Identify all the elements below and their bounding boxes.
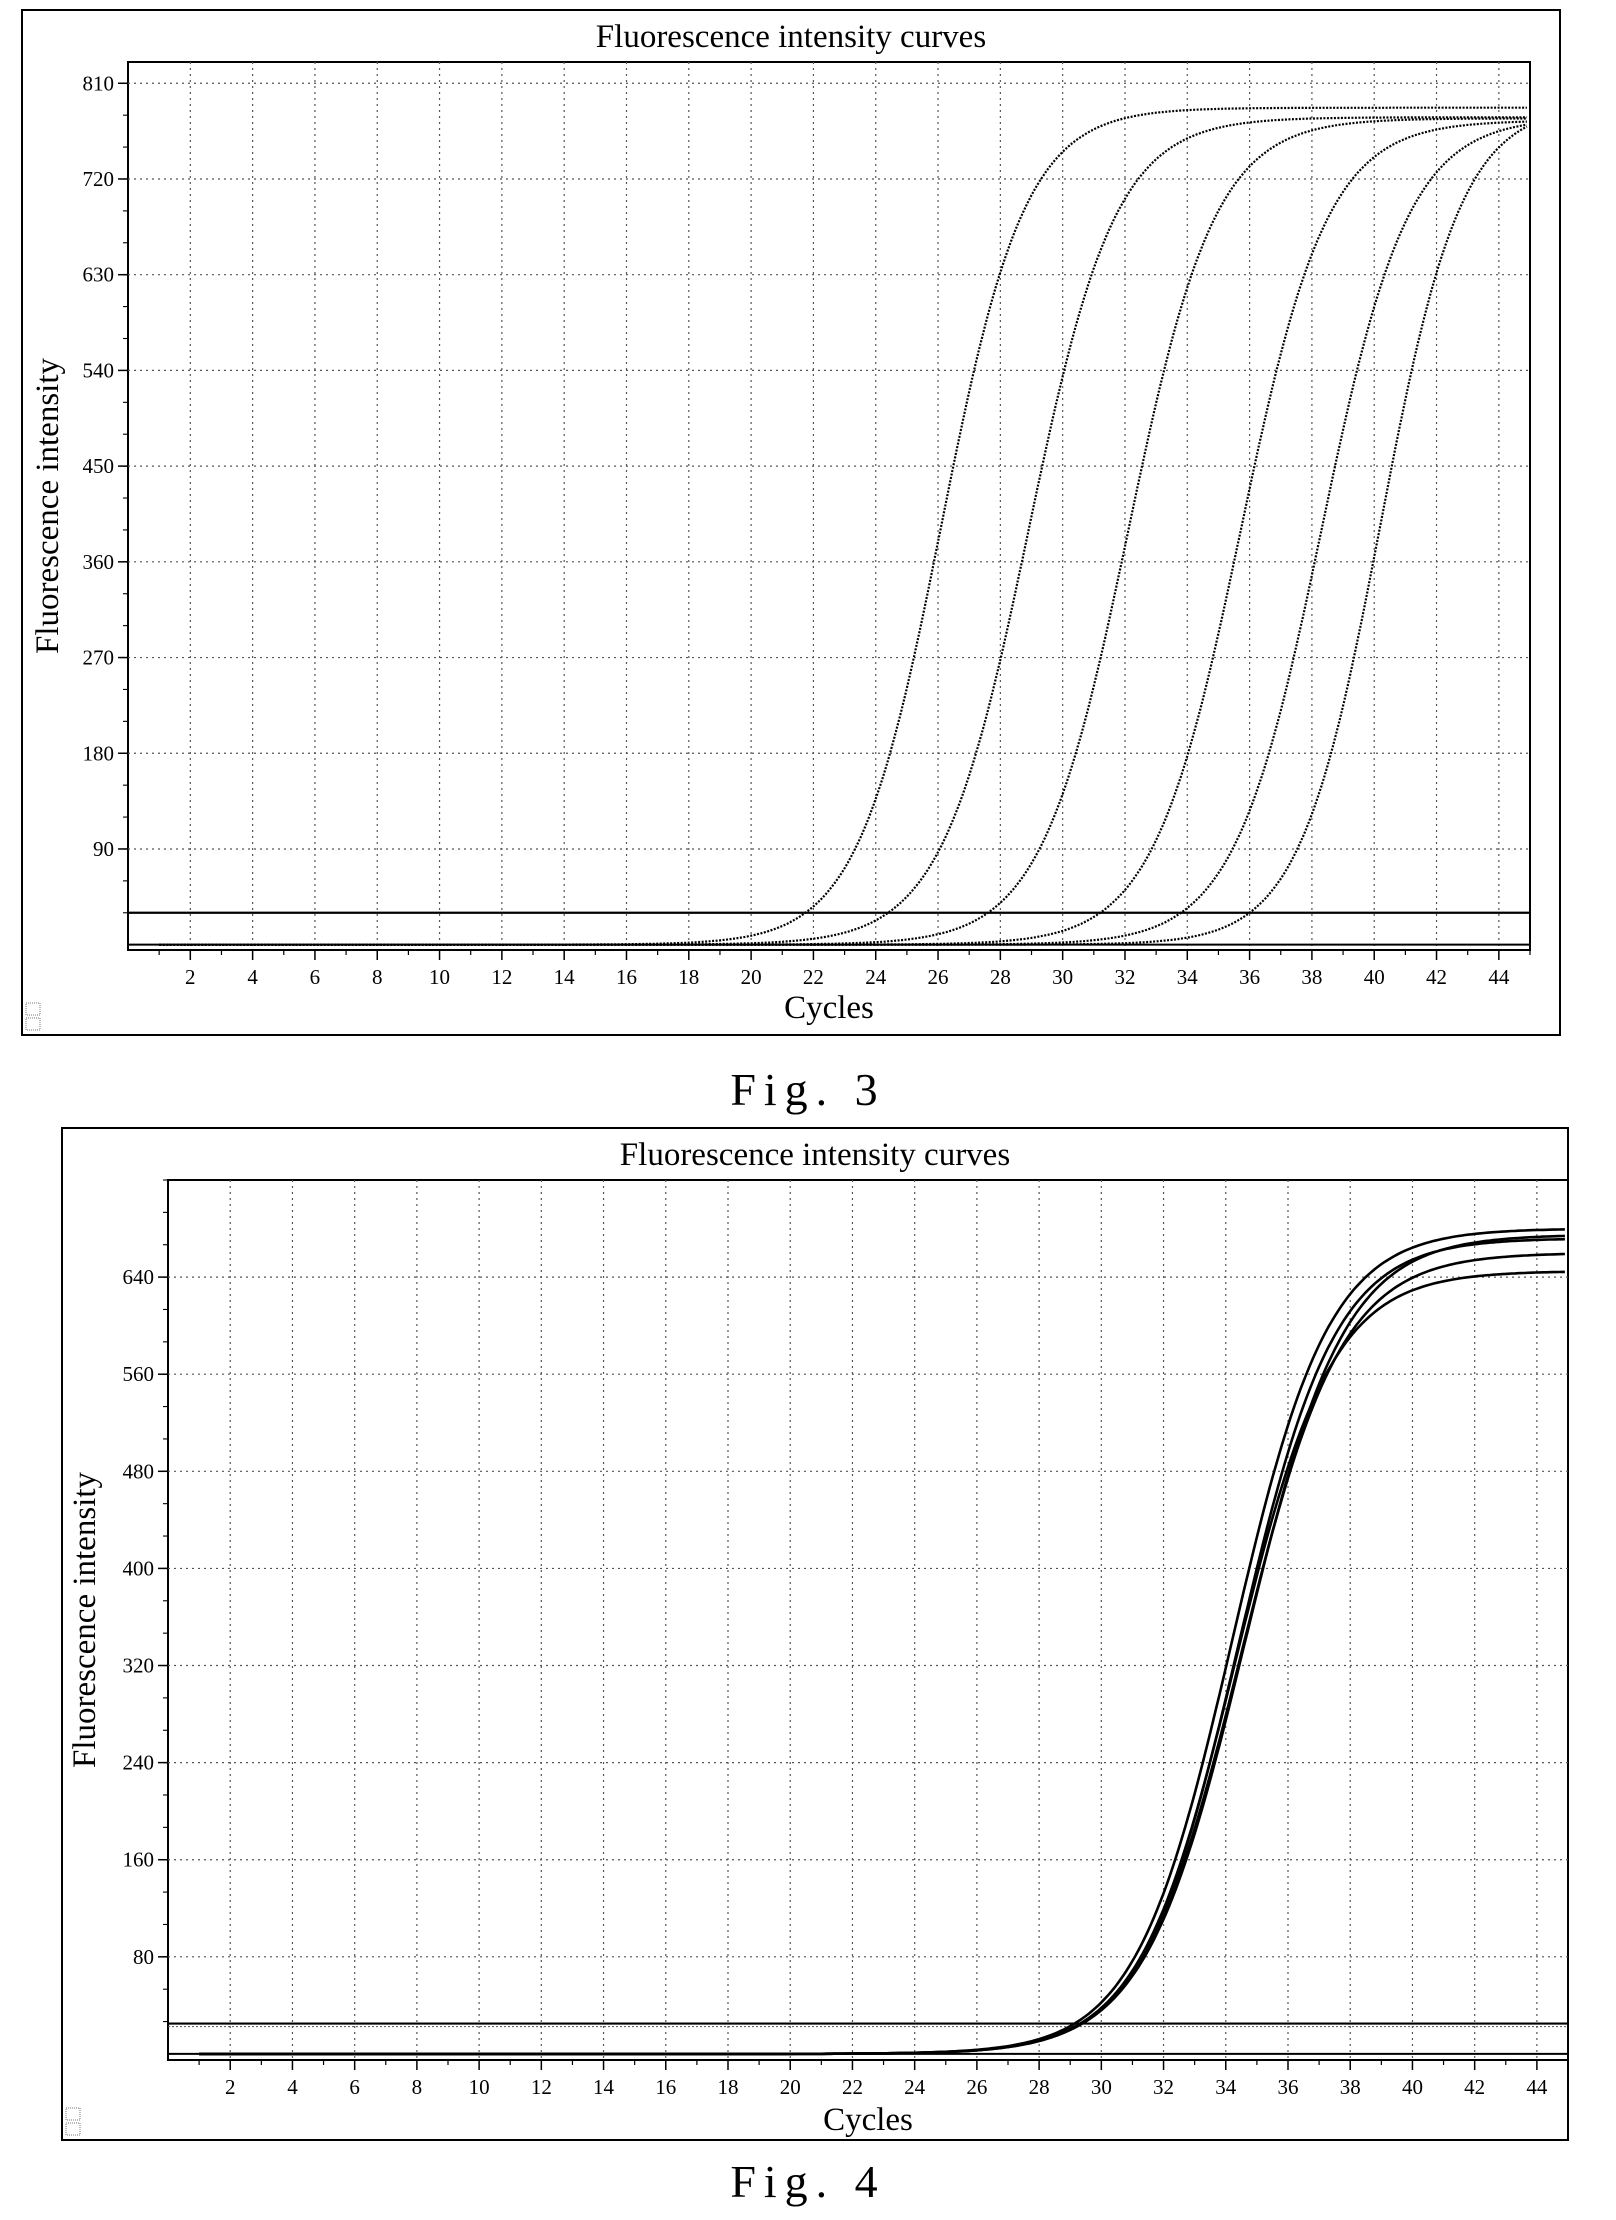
x-axis-label: Cycles bbox=[784, 990, 874, 1026]
x-tick-label: 28 bbox=[990, 965, 1011, 989]
y-tick-label: 270 bbox=[83, 646, 115, 670]
x-tick-label: 40 bbox=[1402, 2075, 1423, 2099]
plot-area bbox=[127, 61, 1531, 951]
x-tick-label: 36 bbox=[1239, 965, 1260, 989]
x-tick-label: 14 bbox=[593, 2075, 615, 2099]
y-tick-label: 80 bbox=[133, 1945, 154, 1969]
x-tick-label: 44 bbox=[1488, 965, 1510, 989]
x-tick-label: 20 bbox=[780, 2075, 801, 2099]
curve-series-5 bbox=[199, 1234, 1565, 2056]
x-tick-label: 4 bbox=[247, 965, 258, 989]
figure-caption-fig4: Fig. 4 bbox=[730, 2156, 886, 2207]
x-tick-label: 18 bbox=[718, 2075, 739, 2099]
x-tick-label: 44 bbox=[1526, 2075, 1548, 2099]
figure-caption-fig3: Fig. 3 bbox=[730, 1064, 886, 1115]
x-tick-label: 12 bbox=[491, 965, 512, 989]
x-tick-label: 24 bbox=[865, 965, 887, 989]
x-tick-label: 34 bbox=[1177, 965, 1199, 989]
x-tick-label: 22 bbox=[842, 2075, 863, 2099]
x-tick-label: 34 bbox=[1215, 2075, 1237, 2099]
y-tick-label: 720 bbox=[83, 167, 115, 191]
plot-area bbox=[167, 1179, 1569, 2061]
corner-glyph bbox=[25, 1017, 41, 1031]
x-tick-label: 32 bbox=[1114, 965, 1135, 989]
y-axis-label: Fluorescence intensity bbox=[30, 358, 66, 655]
x-tick-label: 10 bbox=[469, 2075, 490, 2099]
x-tick-label: 30 bbox=[1052, 965, 1073, 989]
x-tick-label: 2 bbox=[185, 965, 196, 989]
y-tick-label: 540 bbox=[83, 358, 115, 382]
x-tick-label: 12 bbox=[531, 2075, 552, 2099]
x-tick-label: 22 bbox=[803, 965, 824, 989]
x-tick-label: 8 bbox=[412, 2075, 423, 2099]
chart-title: Fluorescence intensity curves bbox=[596, 19, 986, 55]
y-axis-label: Fluorescence intensity bbox=[67, 1472, 103, 1769]
corner-glyph bbox=[65, 2122, 81, 2136]
corner-glyph bbox=[65, 2107, 81, 2121]
x-tick-label: 6 bbox=[310, 965, 321, 989]
x-tick-label: 30 bbox=[1091, 2075, 1112, 2099]
x-tick-label: 16 bbox=[616, 965, 637, 989]
y-tick-label: 450 bbox=[83, 454, 115, 478]
corner-glyph bbox=[25, 1002, 41, 1016]
chart-group-fig4: Fluorescence intensity curves Cycles Fluor… bbox=[61, 1127, 1569, 2141]
chart-frame bbox=[21, 9, 1561, 1036]
x-axis-label: Cycles bbox=[823, 2102, 913, 2138]
x-tick-label: 14 bbox=[554, 965, 576, 989]
y-tick-label: 180 bbox=[83, 741, 115, 765]
y-tick-label: 560 bbox=[123, 1362, 155, 1386]
x-tick-label: 10 bbox=[429, 965, 450, 989]
y-tick-label: 810 bbox=[83, 71, 115, 95]
chart-title: Fluorescence intensity curves bbox=[620, 1137, 1010, 1173]
x-tick-label: 24 bbox=[904, 2075, 926, 2099]
x-tick-label: 38 bbox=[1301, 965, 1322, 989]
chart-group-fig3: Fluorescence intensity curves Cycles Fluor… bbox=[21, 9, 1561, 1036]
y-tick-label: 400 bbox=[123, 1556, 155, 1580]
y-tick-label: 320 bbox=[123, 1654, 155, 1678]
x-tick-label: 2 bbox=[225, 2075, 236, 2099]
x-tick-label: 42 bbox=[1464, 2075, 1485, 2099]
x-tick-label: 40 bbox=[1364, 965, 1385, 989]
x-tick-label: 6 bbox=[349, 2075, 360, 2099]
x-tick-label: 36 bbox=[1278, 2075, 1299, 2099]
chart-frame bbox=[61, 1127, 1569, 2141]
y-tick-label: 480 bbox=[123, 1459, 155, 1483]
x-tick-label: 42 bbox=[1426, 965, 1447, 989]
y-tick-label: 160 bbox=[123, 1848, 155, 1872]
x-tick-label: 4 bbox=[287, 2075, 298, 2099]
y-tick-label: 90 bbox=[93, 837, 114, 861]
y-tick-label: 630 bbox=[83, 263, 115, 287]
x-tick-label: 18 bbox=[678, 965, 699, 989]
x-tick-label: 26 bbox=[966, 2075, 987, 2099]
y-tick-label: 640 bbox=[123, 1265, 155, 1289]
curve-series-6 bbox=[159, 125, 1528, 946]
x-tick-label: 16 bbox=[655, 2075, 676, 2099]
x-tick-label: 38 bbox=[1340, 2075, 1361, 2099]
y-tick-label: 360 bbox=[83, 550, 115, 574]
x-tick-label: 8 bbox=[372, 965, 383, 989]
x-tick-label: 26 bbox=[928, 965, 949, 989]
x-tick-label: 28 bbox=[1029, 2075, 1050, 2099]
x-tick-label: 32 bbox=[1153, 2075, 1174, 2099]
y-tick-label: 240 bbox=[123, 1751, 155, 1775]
x-tick-label: 20 bbox=[741, 965, 762, 989]
